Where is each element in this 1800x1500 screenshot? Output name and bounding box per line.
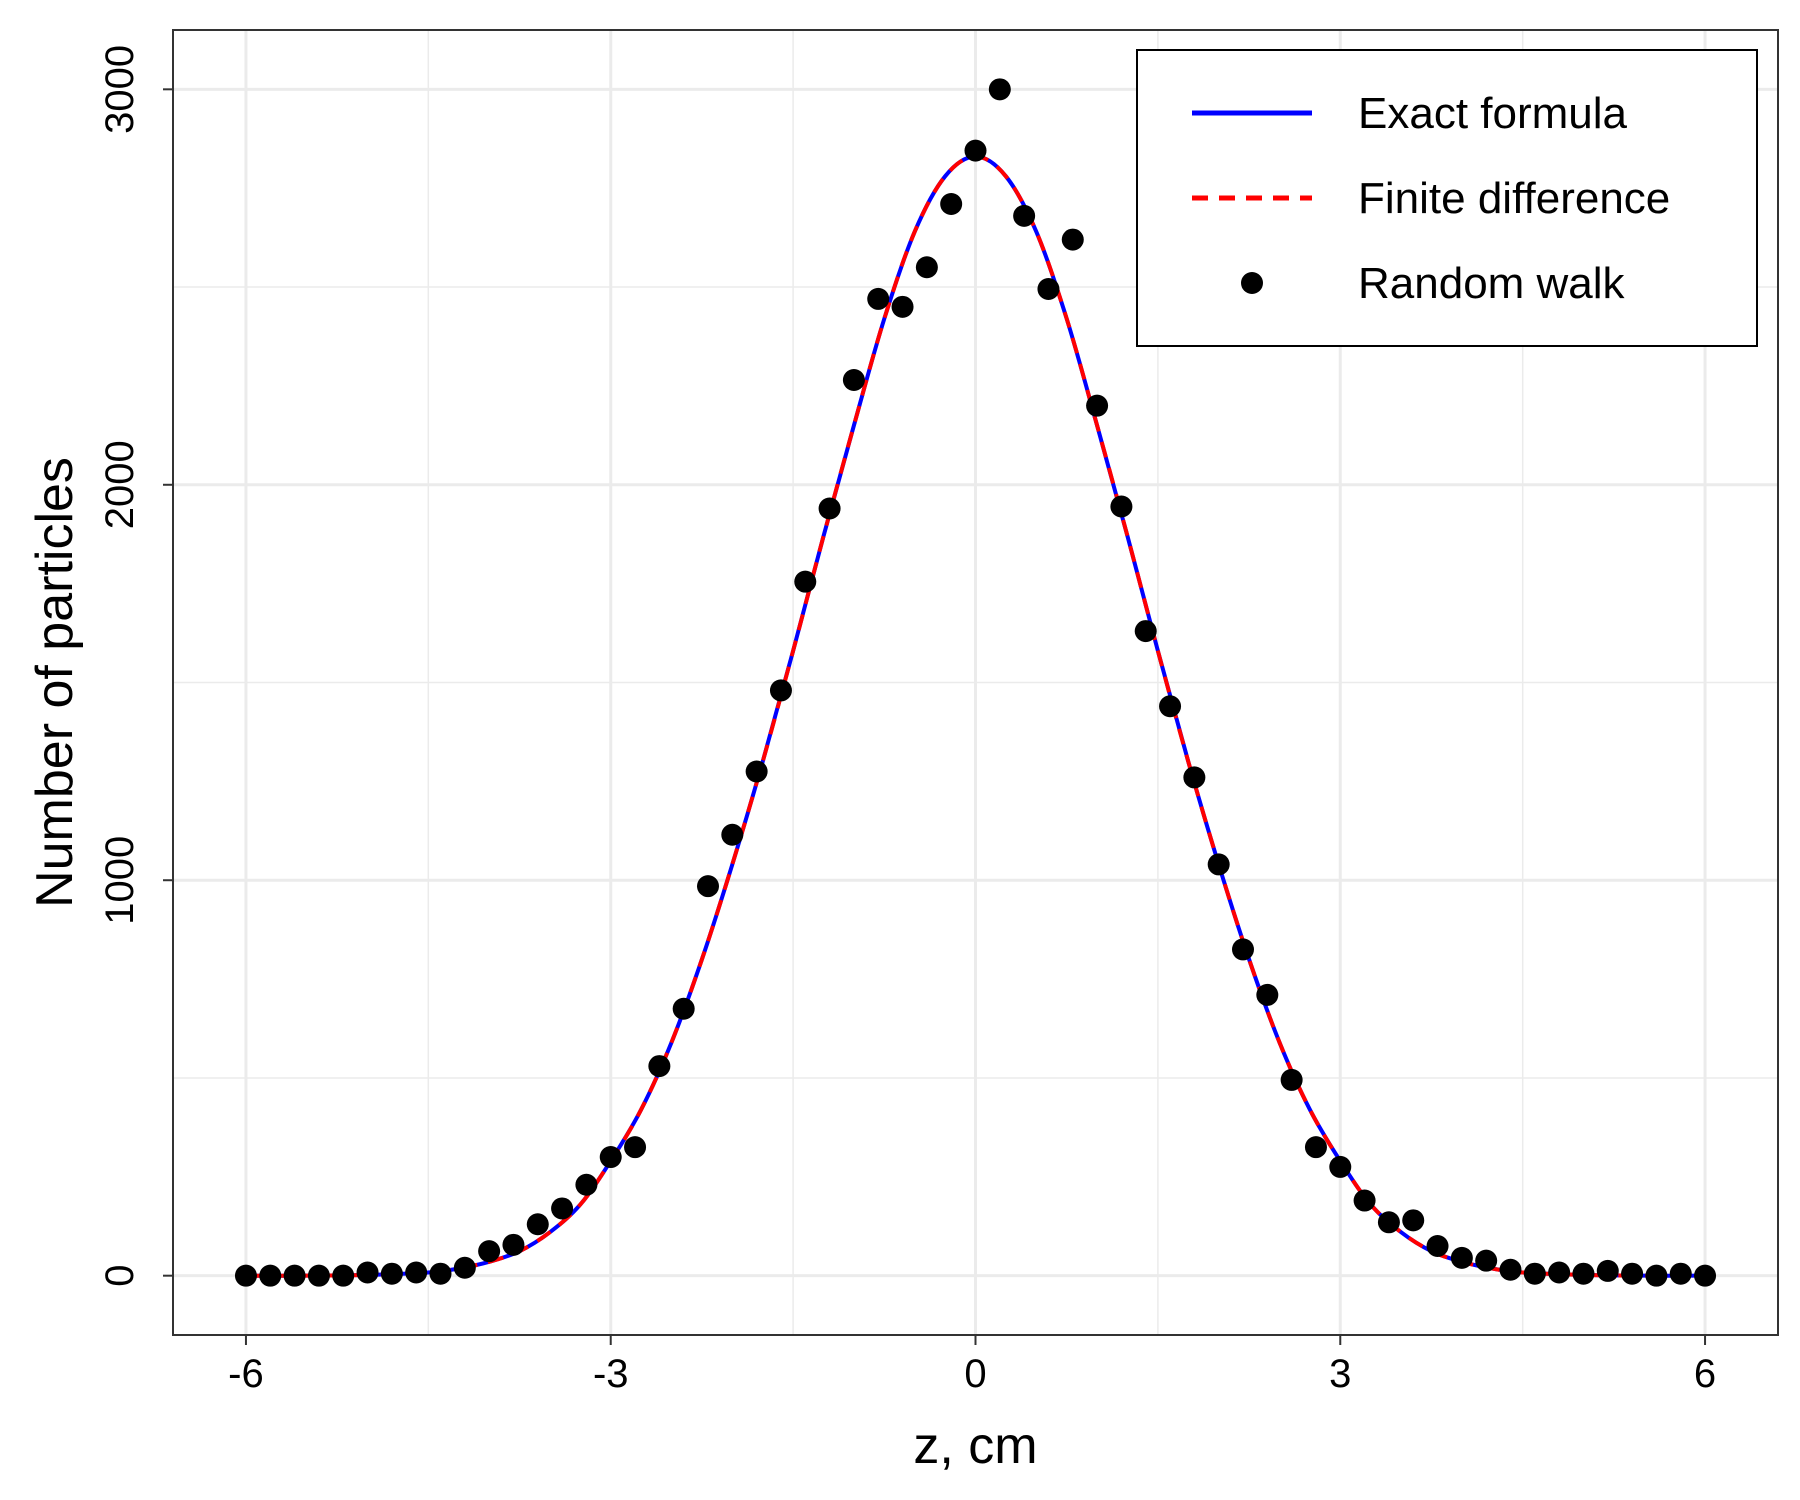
data-point-random-walk bbox=[672, 997, 695, 1020]
data-point-random-walk bbox=[697, 875, 719, 898]
data-point-random-walk bbox=[575, 1173, 598, 1196]
data-point-random-walk bbox=[356, 1261, 379, 1284]
data-point-random-walk bbox=[332, 1264, 355, 1287]
data-point-random-walk bbox=[1645, 1264, 1668, 1287]
x-tick-label: -6 bbox=[228, 1352, 264, 1396]
data-point-random-walk bbox=[1134, 620, 1157, 643]
data-point-random-walk bbox=[745, 760, 768, 783]
y-axis-title: Number of particles bbox=[26, 457, 84, 908]
data-point-random-walk bbox=[1329, 1155, 1352, 1178]
data-point-random-walk bbox=[1402, 1209, 1425, 1232]
data-point-random-walk bbox=[478, 1240, 501, 1263]
x-tick-label: 3 bbox=[1329, 1352, 1351, 1396]
data-point-random-walk bbox=[794, 570, 817, 593]
legend-label-exact-formula: Exact formula bbox=[1358, 89, 1628, 138]
data-point-random-walk bbox=[818, 497, 841, 520]
data-point-random-walk bbox=[1669, 1262, 1692, 1285]
data-point-random-walk bbox=[453, 1256, 476, 1279]
y-tick-label: 3000 bbox=[98, 45, 142, 134]
data-point-random-walk bbox=[1232, 938, 1254, 961]
data-point-random-walk bbox=[891, 295, 914, 318]
data-point-random-walk bbox=[234, 1264, 257, 1287]
legend-label-random-walk: Random walk bbox=[1358, 259, 1626, 308]
data-point-random-walk bbox=[1353, 1189, 1376, 1212]
data-point-random-walk bbox=[599, 1146, 622, 1169]
data-point-random-walk bbox=[1426, 1235, 1449, 1258]
data-point-random-walk bbox=[1572, 1262, 1595, 1285]
data-point-random-walk bbox=[842, 368, 865, 391]
data-point-random-walk bbox=[1304, 1136, 1327, 1159]
data-point-random-walk bbox=[551, 1197, 574, 1220]
x-axis-ticks: -6 -3 0 3 6 bbox=[228, 1335, 1716, 1396]
data-point-random-walk bbox=[429, 1262, 452, 1285]
legend-key-random-walk bbox=[1241, 272, 1263, 294]
data-point-random-walk bbox=[1621, 1262, 1644, 1285]
data-point-random-walk bbox=[1450, 1246, 1473, 1269]
data-point-random-walk bbox=[1694, 1264, 1717, 1287]
data-point-random-walk bbox=[721, 823, 744, 846]
data-point-random-walk bbox=[1548, 1261, 1571, 1284]
data-point-random-walk bbox=[259, 1264, 282, 1287]
data-point-random-walk bbox=[1280, 1068, 1303, 1091]
data-point-random-walk bbox=[1159, 695, 1182, 718]
data-point-random-walk bbox=[988, 78, 1011, 101]
data-point-random-walk bbox=[526, 1213, 549, 1236]
data-point-random-walk bbox=[502, 1233, 525, 1256]
data-point-random-walk bbox=[1475, 1249, 1498, 1272]
data-point-random-walk bbox=[1596, 1259, 1619, 1282]
data-point-random-walk bbox=[1086, 394, 1109, 417]
data-point-random-walk bbox=[1377, 1211, 1400, 1234]
legend: Exact formula Finite difference Random w… bbox=[1136, 49, 1758, 347]
x-tick-label: 0 bbox=[964, 1352, 986, 1396]
data-point-random-walk bbox=[1183, 766, 1206, 789]
x-tick-label: -3 bbox=[593, 1352, 629, 1396]
y-tick-label: 0 bbox=[98, 1265, 142, 1287]
data-point-random-walk bbox=[867, 287, 890, 310]
data-point-random-walk bbox=[283, 1264, 306, 1287]
data-point-random-walk bbox=[769, 679, 792, 702]
data-point-random-walk bbox=[940, 193, 963, 215]
data-point-random-walk bbox=[1207, 853, 1230, 876]
data-point-random-walk bbox=[648, 1055, 671, 1078]
data-point-random-walk bbox=[1256, 983, 1279, 1006]
points-layer bbox=[234, 78, 1717, 1287]
y-tick-label: 1000 bbox=[98, 836, 142, 925]
data-point-random-walk bbox=[380, 1262, 403, 1285]
x-axis-title: z, cm bbox=[913, 1417, 1037, 1475]
x-tick-label: 6 bbox=[1694, 1352, 1716, 1396]
data-point-random-walk bbox=[1013, 204, 1036, 227]
data-point-random-walk bbox=[624, 1136, 647, 1159]
data-point-random-walk bbox=[1110, 495, 1133, 518]
data-point-random-walk bbox=[915, 256, 938, 279]
data-point-random-walk bbox=[405, 1261, 428, 1284]
legend-label-finite-difference: Finite difference bbox=[1358, 174, 1670, 223]
y-tick-label: 2000 bbox=[98, 440, 142, 529]
data-point-random-walk bbox=[1499, 1258, 1522, 1281]
data-point-random-walk bbox=[307, 1264, 330, 1287]
data-point-random-walk bbox=[1523, 1262, 1546, 1285]
y-axis-ticks: 0 1000 2000 3000 bbox=[98, 45, 173, 1287]
legend-box bbox=[1136, 49, 1758, 347]
data-point-random-walk bbox=[964, 139, 987, 162]
data-point-random-walk bbox=[1037, 278, 1060, 301]
data-point-random-walk bbox=[1061, 228, 1084, 251]
